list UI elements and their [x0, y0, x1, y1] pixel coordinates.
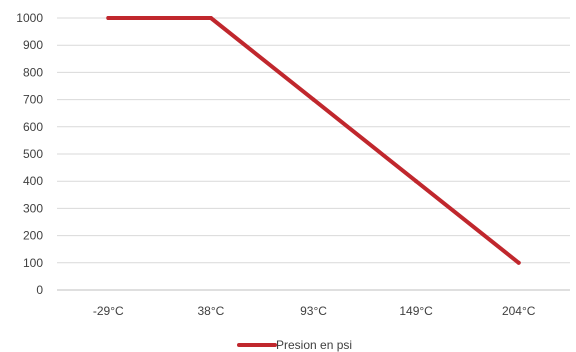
y-tick-label-700: 700 — [23, 93, 43, 107]
data-point-0-0 — [106, 16, 111, 20]
y-tick-label-0: 0 — [36, 283, 43, 297]
gridlines — [57, 17, 570, 264]
data-point-0-3 — [414, 179, 419, 184]
y-tick-label-900: 900 — [23, 38, 43, 52]
x-tick-label-3: 149°C — [399, 304, 433, 318]
y-tick-label-500: 500 — [23, 147, 43, 161]
y-tick-label-1000: 1000 — [16, 11, 43, 25]
legend-label-presion: Presion en psi — [276, 338, 352, 352]
y-tick-label-600: 600 — [23, 120, 43, 134]
y-tick-label-100: 100 — [23, 256, 43, 270]
x-tick-label-0: -29°C — [93, 304, 124, 318]
x-axis-tick-labels: -29°C 38°C 93°C 149°C 204°C — [93, 304, 536, 318]
data-point-0-2 — [311, 97, 316, 102]
y-tick-label-200: 200 — [23, 229, 43, 243]
series-group — [106, 16, 521, 265]
y-axis-tick-labels: 0 100 200 300 400 500 600 700 800 900 1000 — [16, 11, 43, 297]
y-tick-label-300: 300 — [23, 201, 43, 215]
legend: Presion en psi — [237, 338, 352, 352]
data-point-0-1 — [208, 16, 213, 20]
y-tick-label-800: 800 — [23, 65, 43, 79]
data-point-0-4 — [516, 260, 521, 265]
series-line-0 — [106, 16, 521, 265]
y-tick-label-400: 400 — [23, 174, 43, 188]
x-tick-label-2: 93°C — [300, 304, 327, 318]
x-tick-label-1: 38°C — [197, 304, 224, 318]
x-tick-label-4: 204°C — [502, 304, 536, 318]
